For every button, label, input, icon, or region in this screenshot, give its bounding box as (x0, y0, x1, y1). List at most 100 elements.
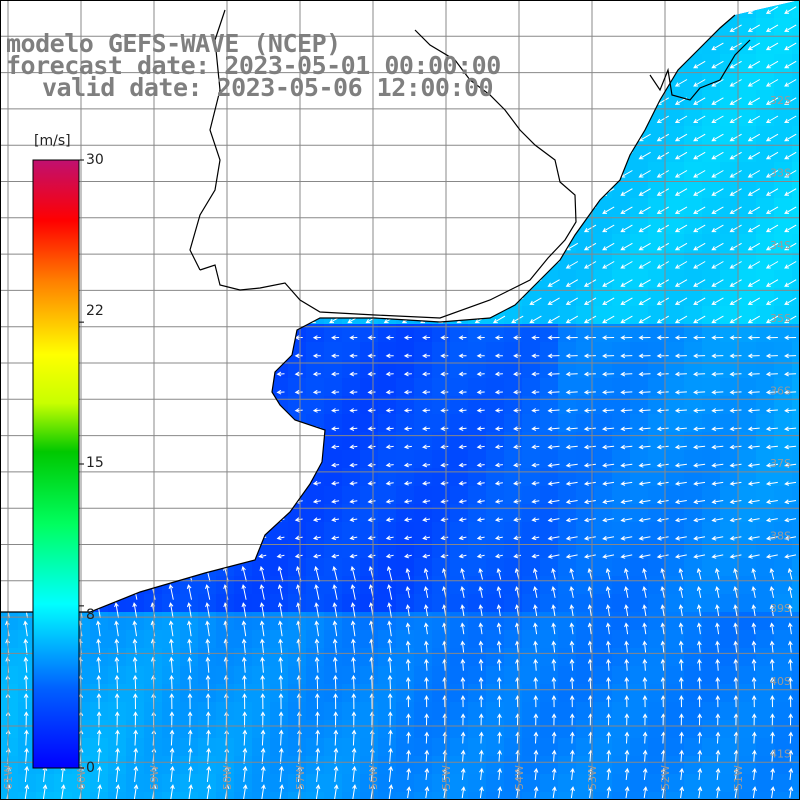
wind-arrow (605, 567, 611, 580)
wind-arrow (606, 658, 611, 671)
wind-arrow (424, 695, 429, 708)
wind-arrow (511, 315, 524, 324)
wind-arrow (533, 585, 538, 598)
lon-label: 58W (221, 765, 234, 790)
wind-arrow (133, 729, 138, 746)
wind-arrow (333, 784, 339, 800)
wind-arrow (130, 371, 139, 377)
wind-arrow (294, 426, 303, 431)
wind-arrow (747, 151, 761, 160)
colorbar-tick-label: 15 (86, 455, 104, 471)
wind-arrow (602, 279, 615, 287)
wind-arrow (167, 426, 176, 431)
wind-arrow (221, 371, 230, 377)
wind-arrow (332, 602, 338, 619)
wind-arrow (383, 242, 397, 251)
wind-arrow (21, 353, 30, 359)
wind-arrow (422, 535, 431, 541)
wind-arrow (165, 115, 178, 124)
wind-arrow (440, 389, 449, 395)
wind-arrow (693, 371, 706, 377)
wind-arrow (478, 585, 484, 598)
wind-arrow (110, 188, 124, 196)
colorbar-unit: [m/s] (34, 133, 71, 149)
wind-arrow (765, 481, 778, 486)
wind-arrow (406, 749, 411, 762)
wind-arrow (642, 749, 648, 762)
wind-arrow (310, 261, 324, 269)
wind-arrow (183, 279, 196, 287)
wind-arrow (529, 224, 542, 233)
wind-arrow (331, 371, 340, 377)
wind-arrow (403, 426, 412, 431)
wind-arrow (365, 6, 378, 14)
wind-arrow (733, 676, 739, 689)
wind-arrow (602, 60, 615, 69)
wind-arrow (769, 567, 775, 580)
wind-arrow (565, 426, 578, 432)
wind-arrow (96, 693, 102, 710)
wind-arrow (312, 408, 321, 413)
wind-arrow (238, 224, 251, 233)
wind-arrow (583, 462, 596, 468)
wind-arrow (165, 242, 178, 251)
wind-arrow (513, 426, 522, 431)
wind-arrow (333, 729, 339, 746)
wind-arrow (784, 517, 797, 523)
wind-arrow (238, 242, 251, 251)
wind-arrow (696, 585, 702, 598)
wind-arrow (583, 133, 597, 142)
wind-arrow (624, 567, 629, 580)
wind-arrow (112, 389, 121, 395)
wind-arrow (312, 480, 321, 486)
wind-arrow (496, 658, 502, 671)
wind-arrow (660, 640, 666, 653)
wind-arrow (312, 371, 321, 377)
wind-arrow (4, 584, 10, 600)
wind-arrow (492, 151, 506, 160)
wind-arrow (788, 786, 794, 799)
wind-arrow (456, 170, 469, 178)
wind-arrow (494, 389, 503, 395)
wind-arrow (583, 481, 596, 486)
wind-arrow (547, 188, 560, 196)
wind-arrow (365, 115, 378, 124)
wind-arrow (167, 408, 176, 413)
wind-arrow (329, 279, 342, 287)
wind-arrow (531, 408, 540, 413)
wind-arrow (765, 97, 779, 105)
wind-arrow (258, 426, 267, 431)
wind-arrow (656, 444, 669, 450)
wind-arrow (788, 658, 793, 671)
wind-arrow (784, 42, 797, 51)
wind-arrow (711, 315, 724, 324)
wind-arrow (276, 462, 285, 468)
wind-arrow (602, 151, 615, 160)
wind-arrow (133, 711, 138, 728)
lat-label: 36S (770, 384, 791, 397)
wind-arrow (21, 499, 30, 504)
wind-arrow (256, 170, 269, 178)
wind-arrow (312, 353, 321, 359)
wind-arrow (494, 335, 503, 340)
wind-arrow (383, 170, 397, 178)
wind-arrow (656, 133, 670, 142)
wind-arrow (547, 279, 560, 287)
wind-arrow (497, 786, 503, 799)
wind-arrow (729, 6, 742, 14)
wind-arrow (401, 42, 415, 51)
wind-arrow (387, 620, 392, 637)
wind-arrow (551, 585, 556, 598)
wind-arrow (132, 565, 138, 582)
wind-arrow (347, 170, 360, 178)
wind-arrow (438, 279, 451, 287)
wind-arrow (367, 353, 376, 359)
wind-arrow (367, 535, 376, 541)
wind-arrow (440, 335, 449, 340)
wind-arrow (784, 97, 797, 105)
wind-arrow (605, 622, 611, 635)
wind-arrow (620, 335, 633, 340)
wind-arrow (185, 408, 194, 413)
wind-arrow (420, 206, 433, 214)
wind-arrow (292, 242, 306, 251)
